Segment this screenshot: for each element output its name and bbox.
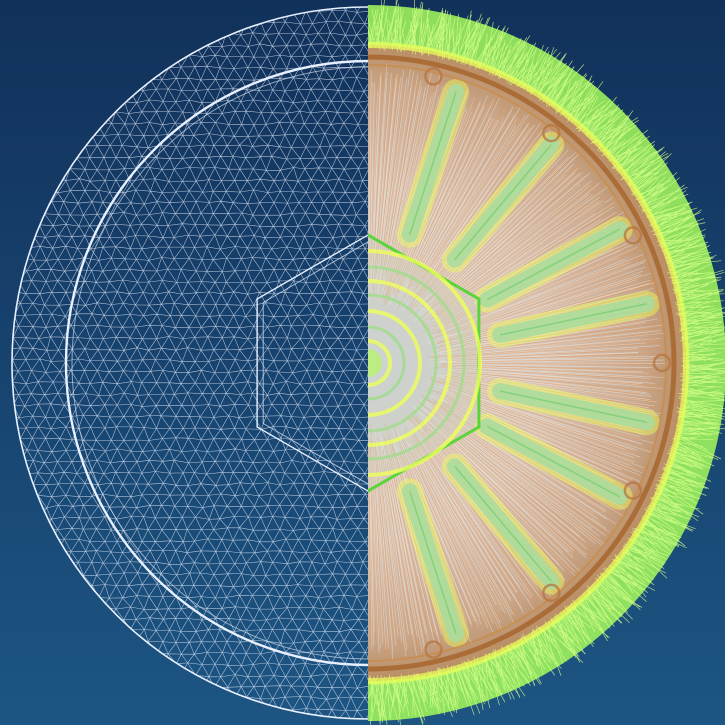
channel-spoke — [396, 78, 470, 248]
channel-spoke — [487, 378, 660, 436]
inner-rim-ring — [64, 59, 368, 667]
channel-spoke — [487, 290, 660, 348]
inner-rim-ring-secondary — [71, 66, 368, 660]
inner-rim-edge — [368, 54, 677, 672]
channel-spoke — [474, 413, 633, 510]
central-concentric-rings — [368, 249, 482, 477]
channel-spoke — [396, 478, 470, 648]
vector-field-half — [368, 0, 725, 725]
channel-spoke — [441, 453, 565, 595]
hexagonal-boss — [368, 233, 481, 493]
radial-channels — [396, 78, 660, 648]
outer-edge-ring — [11, 6, 368, 720]
hexagonal-boss-inner-outline — [262, 241, 368, 485]
channel-spoke — [474, 216, 633, 313]
channel-spoke — [441, 131, 565, 273]
hexagonal-boss-outline — [256, 234, 368, 492]
rim-band-vectors — [368, 0, 725, 725]
